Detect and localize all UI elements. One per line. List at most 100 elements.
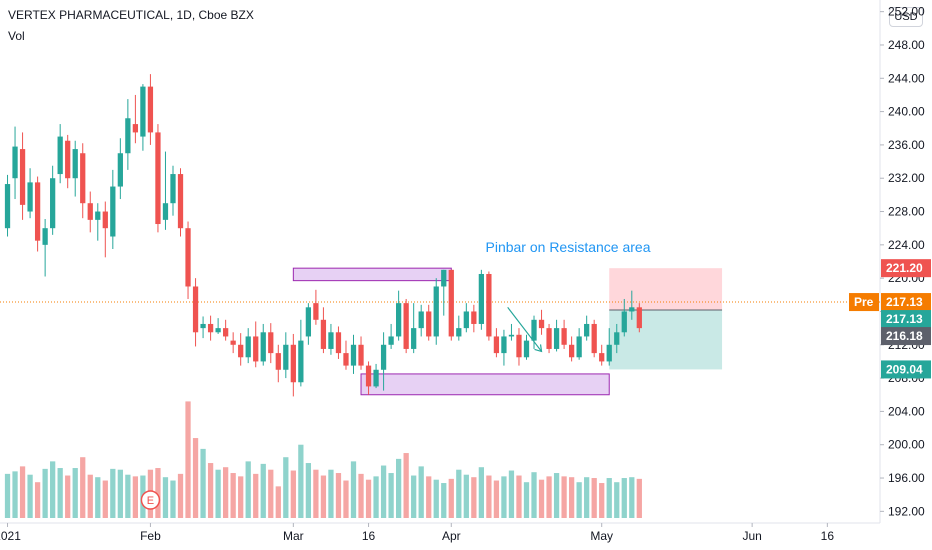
volume-bar: [34, 482, 41, 518]
candle-body: [456, 328, 462, 337]
trend-arrow: [507, 306, 543, 352]
candle-body: [523, 340, 530, 358]
candle-body: [568, 344, 575, 358]
candle-body: [305, 307, 312, 337]
candle-body: [636, 307, 642, 329]
volume-bar: [441, 483, 447, 518]
volume-bar: [125, 474, 131, 518]
candle-body: [162, 203, 169, 220]
volume-bar: [568, 477, 575, 518]
take-profit-zone: [609, 309, 723, 370]
candle-body: [140, 86, 146, 137]
volume-bar: [614, 482, 620, 518]
candle-body: [501, 336, 507, 354]
candle-body: [478, 273, 484, 324]
support-box: [360, 373, 610, 396]
volume-bar: [411, 475, 417, 518]
candle-body: [553, 328, 560, 349]
volume-bar: [110, 468, 116, 518]
candle-body: [486, 273, 492, 337]
pre-market-tag-bg: [849, 293, 879, 312]
volume-bar: [50, 461, 56, 518]
candle-body: [629, 307, 635, 312]
candle-body: [546, 328, 552, 349]
price-tag-bg: [881, 310, 931, 329]
volume-bar: [561, 476, 567, 518]
volume-bar: [215, 469, 221, 518]
volume-bar: [486, 475, 492, 518]
volume-bar: [117, 469, 123, 518]
volume-bar: [456, 469, 462, 518]
candle-body: [614, 332, 620, 345]
candle-body: [72, 149, 78, 179]
candle-body: [320, 319, 327, 349]
chart-title: VERTEX PHARMACEUTICAL, 1D, Cboe BZX: [8, 8, 254, 22]
candle-body: [516, 334, 522, 358]
y-tick-label: 236.00: [888, 138, 925, 152]
candle-body: [350, 344, 357, 366]
candle-body: [253, 336, 259, 362]
candle-body: [433, 286, 439, 337]
candle-body: [591, 323, 597, 354]
candle-body: [132, 124, 139, 133]
volume-bar: [192, 438, 199, 518]
volume-bar: [87, 474, 93, 518]
x-tick-label: Apr: [442, 529, 461, 543]
volume-bar: [343, 480, 349, 518]
volume-bar: [223, 467, 229, 518]
candle-body: [335, 332, 342, 354]
price-tag-bg: [881, 360, 931, 379]
volume-bar: [290, 470, 296, 518]
volume-bar: [531, 472, 537, 518]
candle-body: [223, 328, 229, 337]
volume-bar: [185, 401, 191, 518]
price-tag-label: 221.20: [886, 261, 923, 275]
candle-body: [268, 332, 274, 354]
price-tag-label: 209.04: [886, 362, 923, 376]
candle-body: [185, 228, 191, 287]
candle-body: [283, 344, 289, 370]
candle-body: [87, 203, 93, 220]
candle-body: [365, 365, 372, 387]
candle-body: [471, 311, 477, 324]
volume-bar: [621, 478, 627, 518]
x-tick-label: Feb: [140, 529, 161, 543]
volume-bar: [80, 457, 86, 518]
volume-label: Vol: [8, 29, 25, 43]
candle-body: [12, 146, 18, 179]
volume-bar: [298, 444, 304, 518]
volume-bar: [283, 457, 289, 518]
y-tick-label: 252.00: [888, 5, 925, 19]
volume-bar: [4, 473, 11, 518]
candle-body: [230, 340, 236, 345]
y-tick-label: 248.00: [888, 38, 925, 52]
volume-bar: [72, 468, 78, 518]
currency-button[interactable]: USD: [889, 7, 923, 27]
candle-body: [493, 336, 500, 354]
volume-bar: [433, 479, 439, 518]
volume-bar: [373, 476, 379, 518]
trend-arrowhead: [534, 344, 543, 353]
candle-body: [403, 303, 409, 349]
volume-bar: [305, 463, 312, 518]
volume-bar: [177, 473, 184, 518]
annotation-text: Pinbar on Resistance area: [486, 239, 651, 255]
candle-body: [147, 86, 154, 133]
candle-body: [34, 182, 41, 241]
candle-body: [463, 311, 469, 329]
candle-body: [65, 140, 71, 179]
volume-bar: [493, 480, 500, 518]
volume-bar: [471, 477, 477, 518]
candle-body: [606, 344, 612, 362]
y-tick-label: 228.00: [888, 205, 925, 219]
candle-body: [80, 153, 86, 204]
candle-body: [531, 319, 537, 341]
volume-bar: [132, 476, 139, 518]
candle-body: [621, 311, 627, 333]
price-tag-label: 217.13: [886, 312, 923, 326]
candle-body: [298, 340, 304, 383]
volume-bar: [629, 477, 635, 518]
candle-body: [576, 336, 582, 358]
